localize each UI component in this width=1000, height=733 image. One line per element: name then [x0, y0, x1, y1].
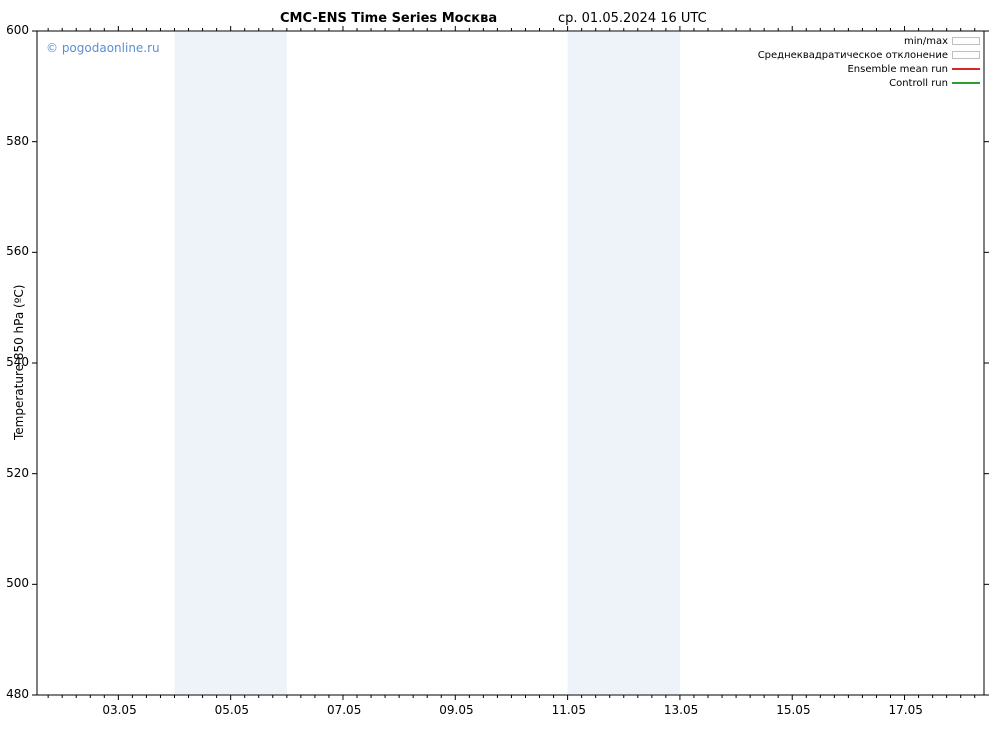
chart-container: { "chart": { "type": "line", "title_cent… [0, 0, 1000, 733]
x-tick-label: 15.05 [776, 703, 810, 717]
chart-subtitle-datetime: ср. 01.05.2024 16 UTC [558, 11, 707, 26]
y-tick-label: 500 [6, 576, 29, 590]
x-tick-label: 03.05 [102, 703, 136, 717]
y-tick-label: 520 [6, 466, 29, 480]
y-tick-label: 600 [6, 23, 29, 37]
legend-swatch [952, 68, 980, 70]
legend-swatch [952, 82, 980, 84]
shaded-bands [175, 32, 680, 694]
y-tick-label: 580 [6, 134, 29, 148]
legend-label: Controll run [889, 78, 948, 89]
weekend-band [568, 32, 680, 694]
legend-label: Ensemble mean run [847, 64, 948, 75]
x-tick-label: 13.05 [664, 703, 698, 717]
x-tick-label: 09.05 [439, 703, 473, 717]
watermark-attribution: © pogodaonline.ru [46, 41, 160, 55]
chart-title: CMC-ENS Time Series Москва [280, 11, 497, 26]
weekend-band [175, 32, 287, 694]
x-tick-label: 17.05 [889, 703, 923, 717]
legend-swatch [952, 51, 980, 59]
legend-label: Среднеквадратическое отклонение [758, 50, 948, 61]
y-tick-label: 560 [6, 244, 29, 258]
y-tick-label: 540 [6, 355, 29, 369]
legend-swatch [952, 37, 980, 45]
legend-entry: Ensemble mean run [758, 62, 980, 76]
legend: min/max Среднеквадратическое отклонение En… [758, 34, 980, 90]
legend-entry: Среднеквадратическое отклонение [758, 48, 980, 62]
x-tick-label: 05.05 [215, 703, 249, 717]
x-tick-label: 11.05 [552, 703, 586, 717]
x-tick-label: 07.05 [327, 703, 361, 717]
legend-entry: min/max [758, 34, 980, 48]
y-tick-label: 480 [6, 687, 29, 701]
chart-svg [0, 0, 1000, 733]
legend-label: min/max [904, 36, 948, 47]
legend-entry: Controll run [758, 76, 980, 90]
